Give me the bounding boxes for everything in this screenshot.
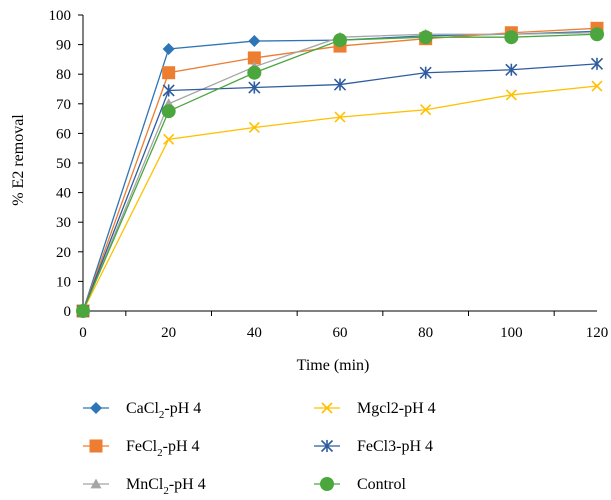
data-point-mgcl2: [163, 133, 175, 145]
x-tick-label: 20: [161, 325, 176, 341]
legend-label: Control: [357, 476, 406, 493]
x-tick-label: 40: [247, 325, 262, 341]
data-point-mgcl2: [505, 89, 517, 101]
legend-marker: [321, 402, 333, 414]
x-tick-label: 80: [418, 325, 433, 341]
y-tick-label: 0: [64, 304, 72, 320]
data-point-control: [76, 304, 90, 318]
x-axis-title: Time (min): [297, 357, 370, 374]
legend-label: FeCl3-pH 4: [357, 438, 433, 455]
legend-marker: [90, 402, 102, 414]
x-axis-ticks: 0 20 40 60 80 100 120: [79, 311, 608, 341]
legend-item-mncl2: MnCl2-pH 4: [83, 476, 206, 497]
legend-label-subscript: 2: [157, 447, 163, 459]
y-tick-label: 80: [56, 67, 71, 83]
data-point-fecl3: [333, 78, 347, 91]
legend-label-main: FeCl3-pH 4: [357, 438, 433, 455]
data-point-fecl2: [247, 51, 261, 65]
legend-label-subscript: 2: [159, 409, 165, 421]
legend-label-tail: -pH 4: [163, 438, 200, 455]
series-line-cacl2: [82, 30, 598, 312]
legend-label: FeCl2-pH 4: [126, 438, 200, 459]
y-tick-label: 90: [56, 38, 71, 54]
legend-label-main: CaCl: [126, 400, 159, 417]
data-point-fecl3: [419, 66, 432, 79]
legend-label-main: Control: [357, 476, 406, 493]
legend-label: CaCl2-pH 4: [126, 400, 201, 421]
series-control: [76, 27, 604, 318]
data-point-control: [247, 65, 262, 80]
legend-marker: [89, 439, 103, 453]
data-point-mgcl2: [420, 104, 432, 116]
legend-marker: [320, 477, 334, 491]
data-point-fecl3: [505, 63, 518, 76]
data-point-control: [161, 104, 176, 119]
legend-item-mgcl2: Mgcl2-pH 4: [314, 400, 436, 417]
y-tick-label: 50: [56, 156, 71, 172]
y-tick-label: 40: [56, 186, 71, 202]
data-point-fecl3: [248, 81, 261, 94]
legend-label-main: Mgcl2-pH 4: [357, 400, 436, 417]
legend-label-main: MnCl: [126, 476, 164, 493]
legend-label-subscript: 2: [163, 485, 169, 497]
y-axis-ticks: 0 10 20 30 40 50 60 70 80 90 100: [49, 8, 83, 320]
data-point-fecl2: [162, 66, 176, 80]
data-point-control: [418, 30, 433, 45]
legend-label: Mgcl2-pH 4: [357, 400, 436, 417]
legend-marker: [90, 478, 102, 489]
x-tick-label: 120: [586, 325, 609, 341]
axes: [82, 15, 597, 312]
data-point-cacl2: [162, 43, 175, 56]
legend-label-tail: -pH 4: [164, 400, 201, 417]
data-point-fecl3: [162, 84, 175, 97]
x-tick-label: 60: [333, 325, 348, 341]
y-tick-label: 20: [56, 245, 71, 261]
data-point-control: [333, 33, 347, 48]
legend-item-cacl2: CaCl2-pH 4: [83, 400, 201, 421]
y-axis-title: % E2 removal: [10, 114, 27, 206]
y-tick-label: 30: [56, 215, 71, 231]
legend-label-main: FeCl: [126, 438, 158, 455]
series-line-fecl3: [82, 63, 598, 312]
series-line-fecl2: [82, 27, 598, 312]
data-point-control: [590, 27, 604, 42]
series-fecl2: [76, 21, 604, 318]
legend-label: MnCl2-pH 4: [126, 476, 206, 497]
y-tick-label: 60: [56, 126, 71, 142]
legend-item-control: Control: [314, 476, 406, 493]
legend-label-tail: -pH 4: [169, 476, 206, 493]
legend-marker: [320, 439, 334, 453]
data-series: [76, 21, 604, 318]
y-tick-label: 100: [49, 8, 72, 24]
data-point-control: [504, 30, 519, 45]
data-point-mgcl2: [248, 121, 260, 134]
series-line-mgcl2: [82, 85, 598, 312]
y-tick-label: 10: [56, 274, 71, 290]
series-mncl2: [77, 27, 603, 316]
y-tick-label: 70: [56, 97, 71, 113]
legend-item-fecl2: FeCl2-pH 4: [83, 438, 200, 459]
data-point-fecl3: [590, 57, 604, 70]
data-point-mgcl2: [334, 111, 346, 123]
x-tick-label: 0: [79, 325, 87, 341]
x-tick-label: 100: [500, 325, 523, 341]
data-point-cacl2: [248, 35, 261, 48]
data-point-mgcl2: [591, 80, 603, 92]
legend-item-fecl3: FeCl3-pH 4: [314, 438, 433, 455]
series-mgcl2: [77, 80, 603, 317]
series-fecl3: [76, 57, 604, 318]
